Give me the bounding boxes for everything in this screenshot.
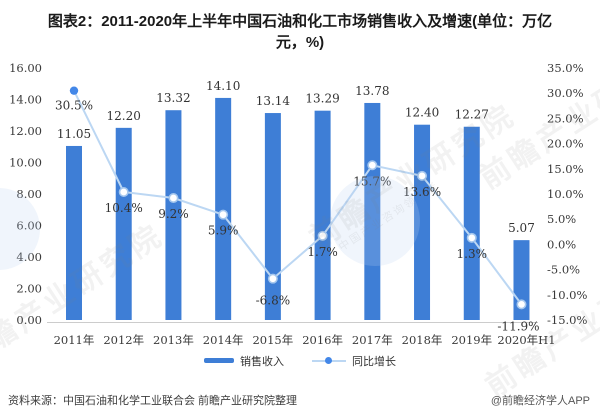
right-axis-tick--10.0%: -10.0% (547, 287, 587, 301)
bar-2019年 (463, 126, 480, 320)
bar-value-label-2016年: 13.29 (305, 91, 339, 105)
right-axis-tick-10.0%: 10.0% (547, 187, 584, 201)
x-axis-label-2015年: 2015年 (252, 333, 293, 347)
right-axis-tick-20.0%: 20.0% (547, 136, 584, 150)
growth-label-2016年: 1.7% (307, 244, 338, 258)
right-axis-tick--5.0%: -5.0% (547, 262, 580, 276)
bar-2014年 (215, 97, 232, 320)
left-axis-tick-0.00: 0.00 (16, 313, 42, 327)
bar-2015年 (264, 112, 281, 320)
legend-line-swatch-icon (312, 356, 346, 365)
marker-2017年 (367, 159, 378, 170)
right-axis-tick-35.0%: 35.0% (547, 61, 584, 75)
growth-line (73, 89, 523, 305)
legend-item-growth: 同比增长 (312, 353, 396, 369)
right-axis-tick-30.0%: 30.0% (547, 86, 584, 100)
x-axis-label-2016年: 2016年 (302, 333, 343, 347)
x-axis-label-2014年: 2014年 (203, 333, 244, 347)
growth-label-2015年: -6.8% (256, 293, 291, 307)
bar-value-label-2017年: 13.78 (355, 84, 389, 98)
bar-2013年 (165, 109, 182, 320)
x-axis-label-2018年: 2018年 (402, 333, 443, 347)
bar-value-label-2019年: 12.27 (455, 107, 489, 121)
left-axis-tick-16.00: 16.00 (9, 61, 42, 75)
bar-2011年 (66, 145, 82, 320)
bar-value-label-2018年: 12.40 (405, 105, 439, 119)
source-text: 资料来源：中国石油和化学工业联合会 前瞻产业研究院整理 (8, 395, 298, 407)
right-axis-tick-15.0%: 15.0% (547, 161, 584, 175)
bar-2016年 (314, 110, 331, 320)
legend-bar-swatch-icon (204, 358, 234, 364)
legend: 销售收入 同比增长 (0, 353, 600, 369)
chart-title-line1: 图表2：2011-2020年上半年中国石油和化工市场销售收入及增速(单位：万亿 (47, 13, 553, 30)
left-axis-tick-12.00: 12.00 (9, 124, 42, 138)
x-axis-label-2017年: 2017年 (352, 333, 393, 347)
right-axis-tick-0.0%: 0.0% (547, 237, 576, 251)
growth-label-2019年: 1.3% (457, 246, 488, 260)
footer: 资料来源：中国石油和化学工业联合会 前瞻产业研究院整理 @前瞻经济学人APP (0, 392, 600, 408)
growth-label-2020年H1: -11.9% (497, 319, 539, 333)
marker-2014年 (218, 209, 229, 220)
marker-2016年 (317, 230, 328, 241)
chart-area: 16.00 14.00 12.00 10.00 8.00 6.00 4.00 2.00 0.00… (0, 58, 600, 352)
credit-text: @前瞻经济学人APP (490, 395, 590, 407)
bar-2012年 (115, 127, 132, 320)
marker-2012年 (118, 186, 129, 197)
legend-growth-label: 同比增长 (352, 355, 396, 368)
bar-2017年 (364, 102, 381, 320)
growth-label-2018年: 13.6% (403, 184, 441, 198)
marker-2011年 (69, 86, 79, 95)
growth-label-2017年: 15.7% (353, 174, 391, 188)
left-axis-tick-4.00: 4.00 (16, 250, 42, 264)
bar-value-label-2013年: 13.32 (156, 91, 190, 105)
right-axis-tick-25.0%: 25.0% (547, 111, 584, 125)
growth-label-2011年: 30.5% (55, 98, 93, 112)
bar-value-label-2011年: 11.05 (57, 127, 91, 141)
x-axis-label-2019年: 2019年 (451, 333, 492, 347)
marker-2019年 (466, 232, 477, 243)
left-axis-tick-6.00: 6.00 (16, 218, 42, 232)
left-axis-tick-14.00: 14.00 (9, 92, 42, 106)
growth-label-2012年: 10.4% (105, 201, 143, 215)
right-axis-tick-5.0%: 5.0% (547, 212, 576, 226)
marker-2013年 (168, 192, 179, 203)
marker-2020年H1 (516, 298, 527, 309)
x-axis-label-2011年: 2011年 (54, 333, 95, 347)
growth-label-2014年: 5.9% (208, 223, 239, 237)
chart-title-line2: 元，%) (275, 34, 325, 52)
sales-revenue-growth-combo-chart: 16.00 14.00 12.00 10.00 8.00 6.00 4.00 2.00 0.00… (9, 61, 587, 347)
bar-value-label-2015年: 13.14 (256, 94, 291, 108)
bar-value-label-2014年: 14.10 (206, 79, 240, 93)
x-axis-label-2020年H1: 2020年H1 (497, 333, 555, 347)
left-axis-tick-8.00: 8.00 (16, 187, 42, 201)
bar-2018年 (414, 124, 431, 320)
legend-revenue-label: 销售收入 (240, 355, 284, 368)
legend-item-revenue: 销售收入 (204, 353, 284, 369)
left-axis-tick-2.00: 2.00 (16, 281, 42, 295)
x-axis-label-2012年: 2012年 (103, 333, 144, 347)
chart-title: 图表2：2011-2020年上半年中国石油和化工市场销售收入及增速(单位：万亿 … (0, 0, 600, 54)
right-axis-tick--15.0%: -15.0% (547, 313, 587, 327)
marker-2018年 (417, 170, 428, 181)
bar-value-label-2020年H1: 5.07 (508, 221, 535, 235)
bar-value-label-2012年: 12.20 (107, 108, 141, 122)
x-axis-label-2013年: 2013年 (153, 333, 194, 347)
left-axis-tick-10.00: 10.00 (9, 155, 42, 169)
growth-label-2013年: 9.2% (158, 207, 189, 221)
marker-2015年 (267, 273, 278, 284)
